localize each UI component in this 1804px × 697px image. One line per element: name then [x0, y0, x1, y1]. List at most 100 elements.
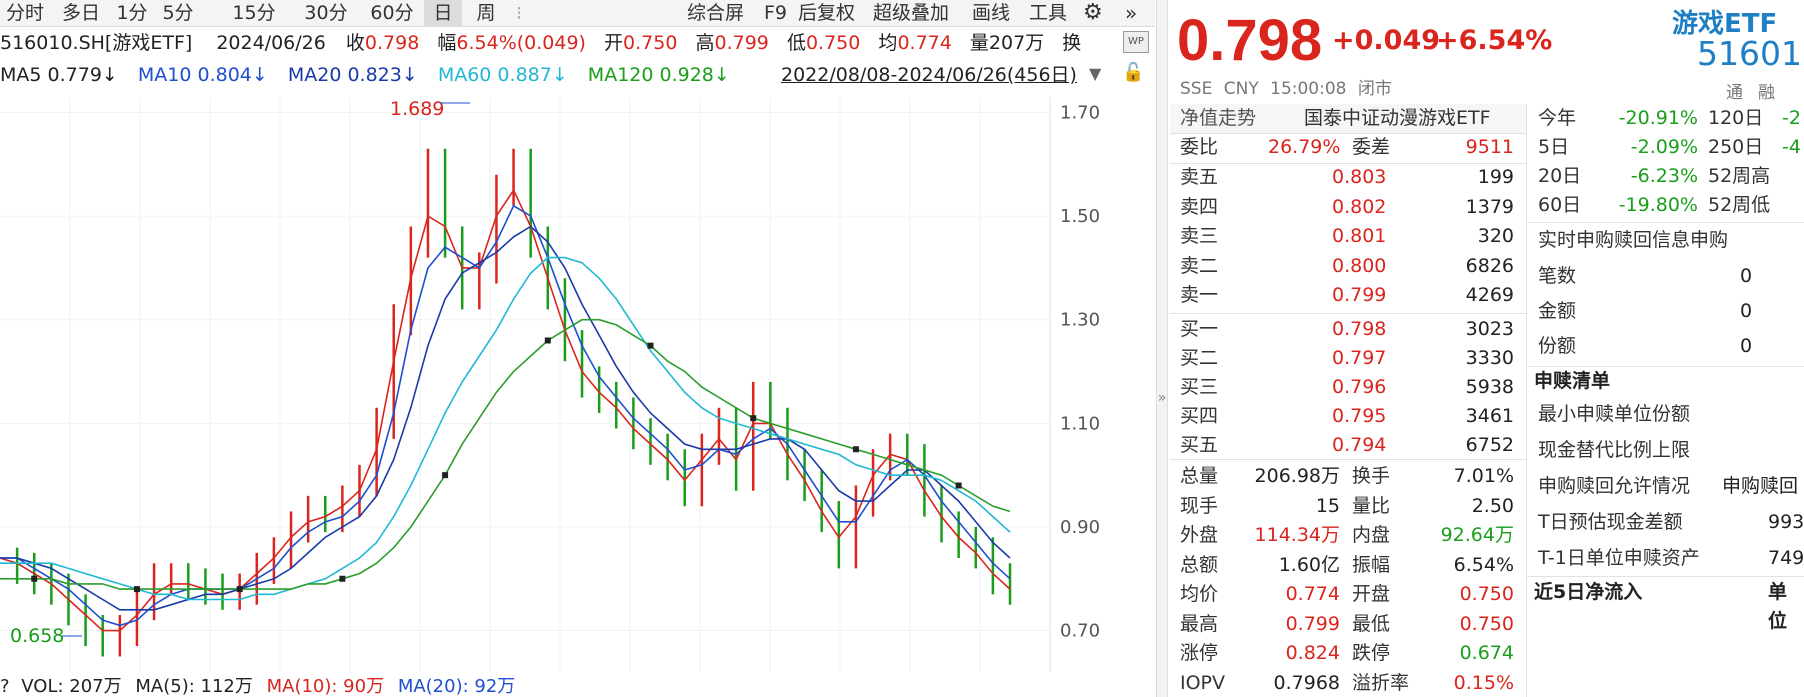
lock-icon[interactable]: 🔓 [1122, 62, 1145, 83]
separator [1527, 366, 1804, 367]
redemption-value: 申购赎回 [1722, 475, 1799, 497]
stat-value: 15 [1315, 494, 1340, 517]
stat-value: 7.01% [1453, 465, 1514, 487]
ask-price[interactable]: 0.799 [1332, 284, 1387, 306]
ma120-marker [544, 337, 551, 344]
tab-weekly[interactable]: 周 [476, 2, 496, 24]
ask-price[interactable]: 0.800 [1332, 254, 1387, 277]
y-tick-label: 0.70 [1060, 621, 1100, 642]
ask-price[interactable]: 0.801 [1332, 225, 1387, 247]
panel-splitter[interactable]: » [1156, 0, 1168, 697]
date-range[interactable]: 2022/08/08-2024/06/26(456日) [781, 64, 1077, 86]
ma120-marker [339, 575, 346, 582]
super-overlay-button[interactable]: 超级叠加 [873, 2, 950, 24]
stat-value: 2.50 [1471, 494, 1514, 517]
range-dropdown-icon[interactable]: ▼ [1089, 64, 1102, 83]
redemption-label: 申购赎回允许情况 [1538, 475, 1691, 497]
tab-30min[interactable]: 30分 [304, 2, 348, 24]
ask-qty: 4269 [1465, 284, 1514, 306]
vol-ma10: MA(10): 90万 [266, 676, 385, 697]
tab-timeshare[interactable]: 分时 [5, 2, 44, 24]
nav-trend-link[interactable]: 净值走势 [1180, 107, 1257, 129]
ma60-value: MA60 0.887↓ [437, 64, 568, 86]
trading-status: 闭市 [1357, 79, 1392, 99]
bid-price[interactable]: 0.795 [1332, 405, 1387, 427]
perf-label: 今年 [1538, 107, 1577, 129]
help-icon[interactable]: ? [0, 676, 10, 697]
tab-15min[interactable]: 15分 [232, 2, 276, 24]
stat-label: 总额 [1180, 553, 1219, 576]
net-inflow-unit: 单位 [1768, 581, 1788, 632]
bid-qty: 6752 [1465, 434, 1514, 456]
ask-label: 卖四 [1180, 195, 1219, 218]
y-tick-label: 1.10 [1060, 413, 1100, 434]
quote-date: 2024/06/26 [216, 32, 326, 54]
composite-screen-button[interactable]: 综合屏 [687, 2, 745, 24]
stat-label: 跌停 [1352, 642, 1391, 664]
draw-line-button[interactable]: 画线 [972, 2, 1011, 24]
stat-value: 0.774 [1285, 583, 1340, 605]
ask-price[interactable]: 0.803 [1332, 166, 1387, 188]
price-change: +0.049 [1332, 25, 1441, 56]
perf-label: 52周高 [1708, 165, 1771, 187]
collapse-right-icon[interactable]: » [1125, 1, 1138, 25]
ma20-value: MA20 0.823↓ [287, 64, 418, 86]
y-tick-label: 1.30 [1060, 310, 1100, 331]
kline-chart[interactable]: 1.70 1.50 1.30 1.10 0.90 0.70 1.689 0.658 [0, 97, 1150, 672]
ma120-value: MA120 0.928↓ [587, 64, 730, 86]
back-adjust-button[interactable]: 后复权 [798, 2, 856, 24]
perf-label: 20日 [1538, 165, 1582, 187]
bid-price[interactable]: 0.797 [1332, 347, 1387, 369]
wp-icon[interactable]: WP [1123, 31, 1149, 53]
bid-label: 买一 [1180, 318, 1219, 340]
bid-price[interactable]: 0.796 [1332, 376, 1387, 398]
expand-icon[interactable]: » [1157, 390, 1167, 406]
stat-value: 0.750 [1459, 583, 1514, 605]
stat-label: 最低 [1352, 612, 1391, 635]
low-value: 0.750 [805, 32, 861, 54]
separator [1170, 313, 1526, 314]
stat-value: 206.98万 [1254, 465, 1340, 487]
tab-multi-day[interactable]: 多日 [61, 2, 100, 24]
tab-1min[interactable]: 1分 [116, 2, 148, 24]
stat-label: 外盘 [1180, 524, 1219, 546]
ma120-marker [31, 575, 38, 582]
tab-5min[interactable]: 5分 [162, 2, 194, 24]
quote-info-line: 516010.SH[游戏ETF] 2024/06/26 收0.798 幅6.54… [0, 30, 1081, 56]
subscription-label: 份额 [1538, 335, 1577, 357]
stat-label: 振幅 [1352, 553, 1391, 576]
amp-value: 6.54%(0.049) [456, 32, 586, 54]
ask-label: 卖五 [1180, 166, 1219, 188]
price-change-pct: +6.54% [1436, 25, 1553, 56]
more-periods-icon[interactable]: ⁝ [515, 2, 523, 24]
fund-name: 游戏ETF [1672, 9, 1778, 39]
bid-price[interactable]: 0.794 [1332, 434, 1387, 456]
net-inflow-title: 近5日净流入 [1534, 581, 1643, 603]
tools-button[interactable]: 工具 [1029, 2, 1068, 24]
nav-row-bg [1170, 104, 1526, 133]
gear-icon[interactable]: ⚙ [1083, 0, 1103, 25]
ask-label: 卖一 [1180, 284, 1219, 306]
perf-value: -2 [1782, 107, 1801, 129]
subscription-value: 0 [1740, 265, 1753, 287]
vol-label: 量 [969, 32, 989, 54]
tab-60min[interactable]: 60分 [370, 2, 414, 24]
ask-label: 卖二 [1180, 254, 1219, 277]
stat-value: 0.15% [1453, 671, 1514, 694]
close-label: 收 [345, 32, 365, 54]
bid-price[interactable]: 0.798 [1332, 318, 1387, 340]
diff-value: 9511 [1465, 136, 1514, 158]
tab-daily[interactable]: 日 [424, 0, 462, 26]
redemption-value: 993 [1768, 511, 1804, 533]
ask-label: 卖三 [1180, 225, 1219, 247]
ask-qty: 199 [1477, 166, 1514, 188]
f9-button[interactable]: F9 [764, 2, 788, 24]
ma120-marker [133, 586, 140, 593]
separator [1527, 576, 1804, 577]
close-value: 0.798 [364, 32, 420, 54]
ask-price[interactable]: 0.802 [1332, 195, 1387, 218]
high-value: 0.799 [714, 32, 769, 54]
vol-label: VOL: 207万 [21, 676, 122, 697]
y-tick-label: 0.90 [1060, 517, 1100, 538]
stat-label: 均价 [1180, 583, 1219, 605]
